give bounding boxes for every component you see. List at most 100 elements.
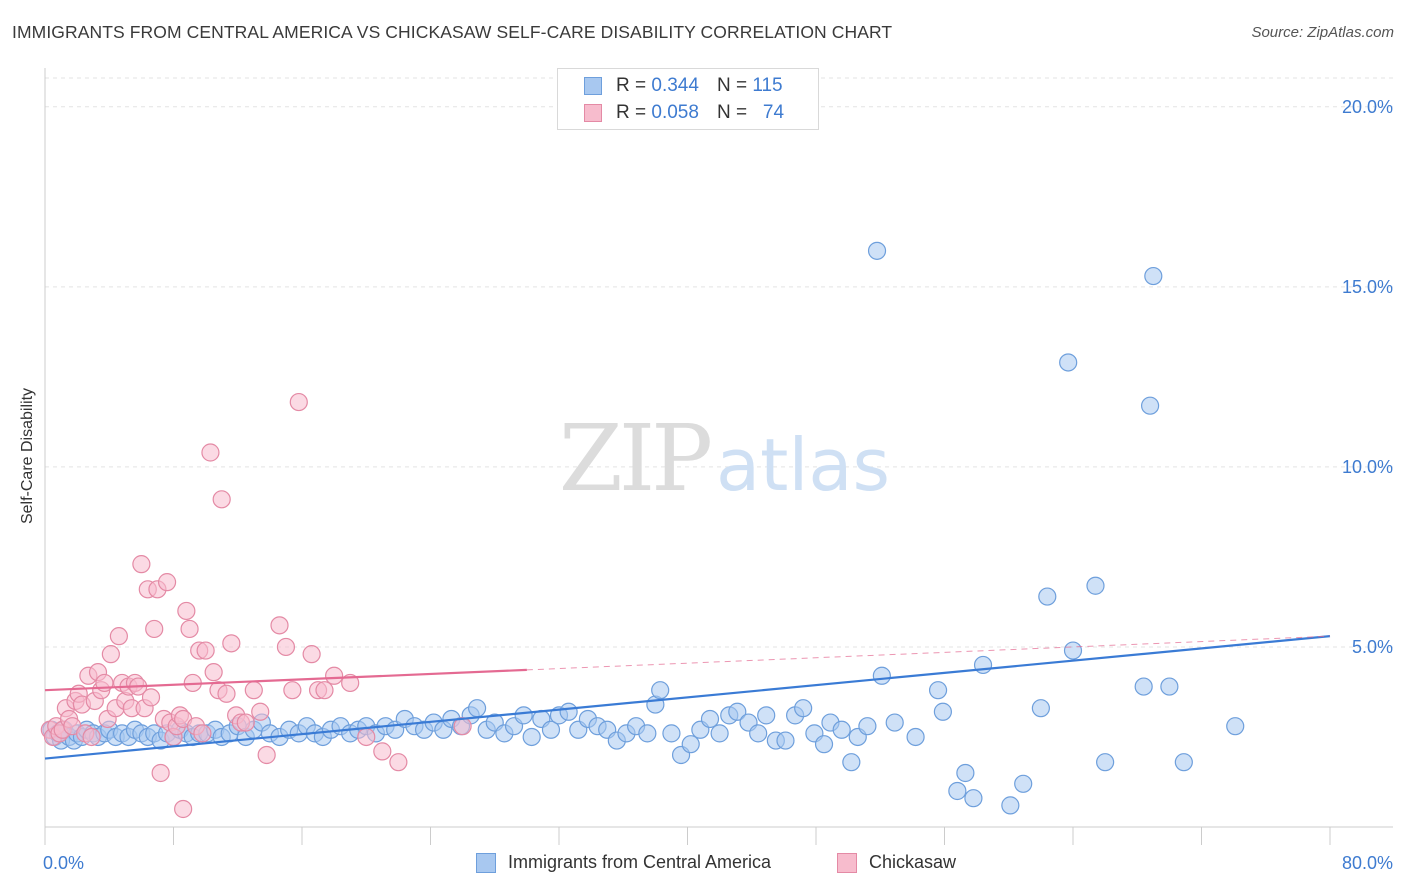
- watermark-atlas: atlas: [716, 423, 890, 507]
- data-point: [453, 717, 472, 736]
- legend-n-label: N =: [716, 102, 748, 123]
- y-tick-label: 5.0%: [1352, 637, 1393, 657]
- data-point: [151, 763, 170, 783]
- data-point: [174, 799, 193, 819]
- data-point: [1059, 353, 1078, 372]
- data-point: [1140, 396, 1160, 415]
- data-point: [749, 724, 768, 743]
- data-point: [522, 727, 541, 747]
- y-tick-label: 15.0%: [1342, 277, 1393, 297]
- data-point: [1134, 677, 1153, 696]
- bottom-legend-central-america: Immigrants from Central America: [476, 852, 771, 873]
- data-point: [1160, 677, 1179, 696]
- tick-labels: 5.0% 10.0% 15.0% 20.0% 0.0% 80.0%: [43, 97, 1393, 873]
- legend-r-label: R =: [616, 102, 647, 123]
- data-point: [710, 724, 729, 743]
- data-point: [858, 717, 877, 736]
- data-point: [270, 616, 289, 635]
- data-point: [885, 713, 904, 732]
- data-point: [157, 573, 177, 592]
- trend-line-extension: [526, 635, 1331, 671]
- data-point: [236, 713, 255, 732]
- bottom-legend-label: Immigrants from Central America: [508, 852, 772, 872]
- bottom-legend-chickasaw: Chickasaw: [837, 852, 956, 873]
- chart-source: Source: ZipAtlas.com: [1251, 24, 1394, 41]
- data-point: [101, 645, 120, 664]
- data-point: [201, 443, 220, 462]
- data-point: [842, 753, 861, 772]
- data-point: [1031, 699, 1050, 718]
- data-point: [283, 681, 302, 700]
- x-tick-label: 0.0%: [43, 853, 84, 873]
- data-point: [177, 601, 196, 621]
- data-point: [728, 702, 747, 721]
- data-point: [1174, 753, 1193, 772]
- data-point: [651, 681, 670, 700]
- data-point: [1144, 266, 1163, 286]
- data-point: [244, 681, 263, 700]
- data-point: [872, 666, 891, 685]
- legend-row-chickasaw: R = 0.058 N = 74: [584, 101, 784, 125]
- data-point: [814, 735, 834, 754]
- data-point: [1063, 641, 1083, 660]
- data-point: [325, 666, 344, 685]
- data-point: [373, 742, 392, 761]
- data-point: [867, 241, 887, 260]
- chart-title: IMMIGRANTS FROM CENTRAL AMERICA VS CHICK…: [12, 22, 893, 42]
- data-point: [514, 706, 533, 725]
- data-point: [257, 745, 276, 765]
- data-point: [389, 753, 408, 772]
- legend-n-label: N =: [716, 75, 748, 96]
- series-central-america: [42, 241, 1245, 815]
- data-point: [109, 627, 128, 646]
- data-point: [315, 681, 334, 700]
- legend-swatch-blue: [584, 77, 602, 95]
- data-point: [541, 720, 561, 739]
- watermark-zip: ZIP: [559, 405, 710, 512]
- trend-lines: [44, 635, 1331, 760]
- data-point: [180, 619, 199, 639]
- data-point: [141, 688, 161, 707]
- data-point: [145, 619, 164, 639]
- data-point: [973, 655, 993, 675]
- data-point: [1001, 796, 1020, 815]
- data-point: [357, 727, 376, 747]
- axes: [44, 68, 1393, 845]
- data-point: [217, 684, 236, 703]
- data-point: [1014, 774, 1033, 793]
- data-point: [1096, 753, 1115, 772]
- data-point: [948, 781, 967, 801]
- data-point: [289, 392, 308, 412]
- bottom-legend-label: Chickasaw: [869, 852, 957, 872]
- trend-line: [44, 668, 527, 692]
- data-point: [662, 724, 681, 743]
- data-point: [132, 555, 151, 574]
- data-point: [956, 763, 975, 783]
- watermark: ZIP atlas: [559, 405, 890, 512]
- data-point: [964, 789, 983, 808]
- data-point: [1038, 587, 1057, 606]
- data-point: [928, 681, 948, 700]
- series-chickasaw: [40, 392, 472, 819]
- data-point: [794, 699, 813, 718]
- data-point: [212, 490, 231, 509]
- data-point: [559, 702, 578, 721]
- data-point: [700, 709, 720, 729]
- data-point: [757, 706, 776, 725]
- x-tick-label: 80.0%: [1342, 853, 1393, 873]
- data-point: [832, 720, 851, 739]
- data-point: [1086, 576, 1105, 595]
- bottom-legend-swatch-blue: [476, 852, 496, 873]
- data-point: [341, 673, 360, 693]
- legend-n-value: 74: [762, 102, 785, 123]
- legend-r-label: R =: [616, 75, 647, 96]
- data-point: [222, 634, 241, 653]
- y-tick-label: 20.0%: [1342, 97, 1393, 117]
- data-point: [302, 645, 321, 664]
- data-point: [776, 731, 795, 750]
- data-point: [204, 663, 223, 682]
- data-point: [467, 699, 487, 718]
- y-tick-label: 10.0%: [1342, 457, 1393, 477]
- gridlines: [45, 77, 1393, 648]
